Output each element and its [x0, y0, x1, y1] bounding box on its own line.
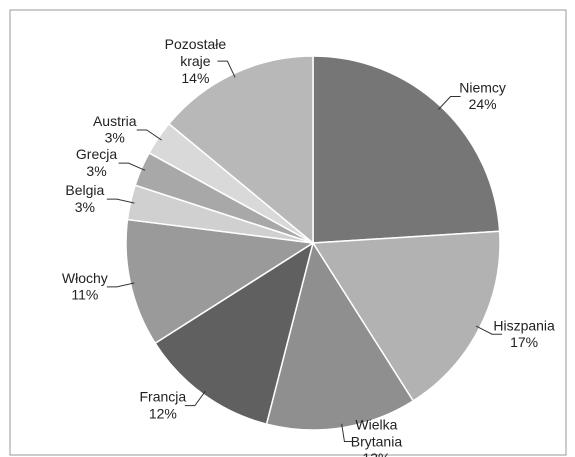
chart-frame [9, 9, 567, 456]
leader-line [184, 390, 206, 407]
leader-line [106, 282, 135, 288]
slice-label: Austria [93, 113, 137, 129]
leader-line [118, 162, 146, 171]
slice-label: Niemcy [459, 79, 506, 95]
slice-label: Hiszpania [493, 317, 555, 333]
leader-line [341, 423, 355, 443]
leader-line [136, 129, 162, 141]
leader-line [437, 95, 461, 110]
leader-line [217, 60, 236, 78]
slice-value-label: 3% [86, 163, 106, 179]
slice-label: Francja [140, 388, 187, 404]
slice-value-label: 24% [469, 96, 497, 112]
slice-value-label: 3% [105, 130, 125, 146]
slice-label: Włochy [62, 270, 108, 286]
slice-value-label: 3% [75, 199, 95, 215]
slice-value-label: 13% [362, 450, 390, 457]
slice-label: Belgia [65, 182, 104, 198]
slice-label: Grecja [76, 146, 117, 162]
leader-line [475, 325, 503, 335]
slice-value-label: 14% [181, 70, 209, 86]
leader-line [106, 198, 135, 204]
slice-value-label: 12% [149, 405, 177, 421]
slice-value-label: 17% [510, 334, 538, 350]
slice-value-label: 11% [71, 287, 98, 303]
slice-label: Pozostałe kraje [165, 36, 227, 69]
slice-label: Wielka Brytania [351, 416, 403, 449]
